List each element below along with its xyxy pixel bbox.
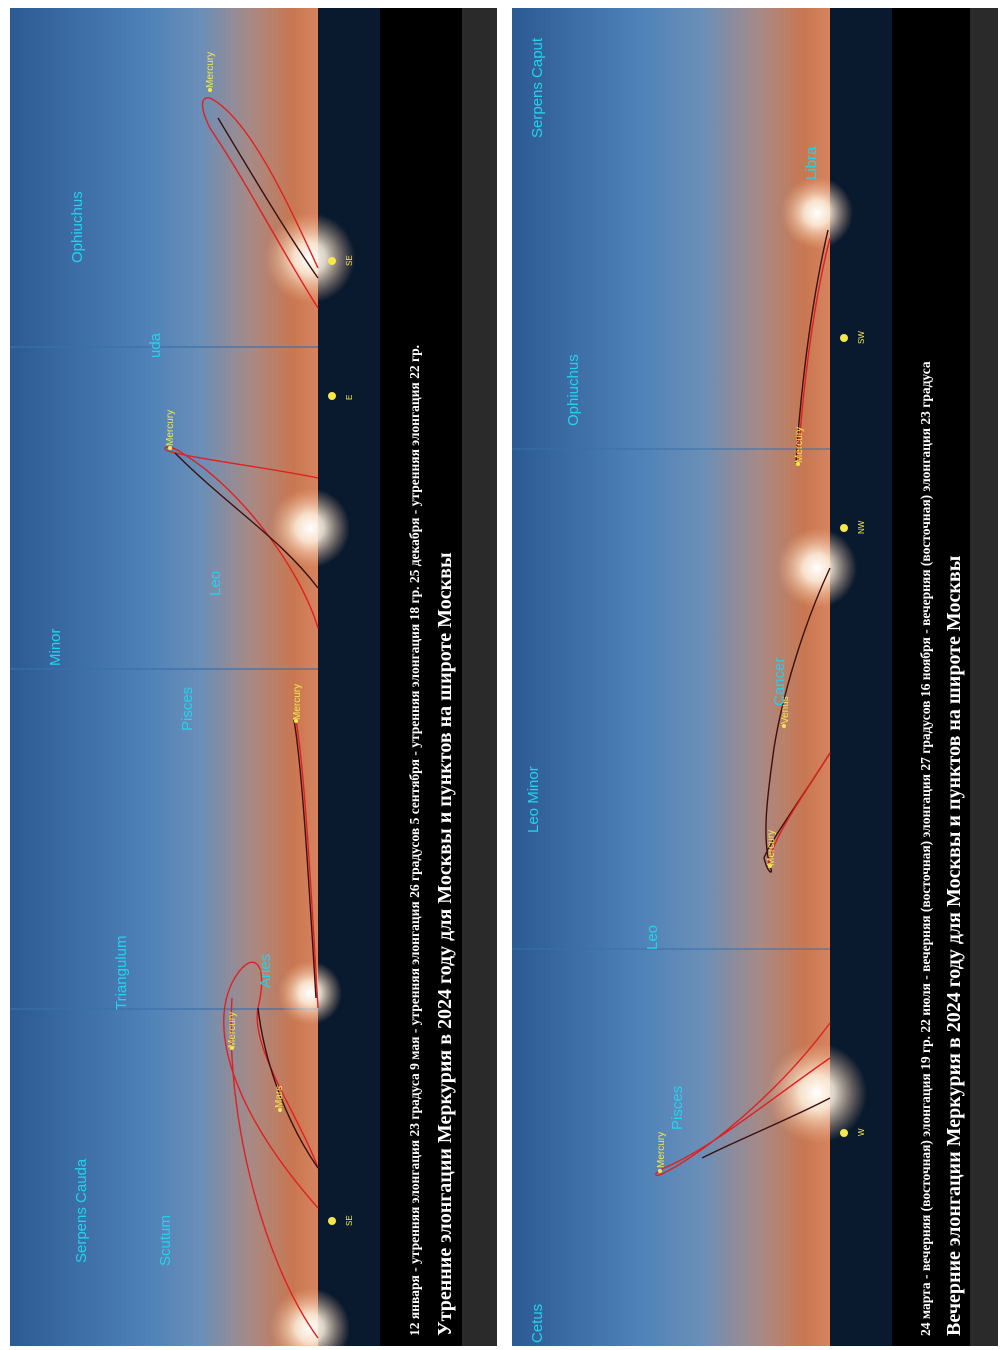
sub-image-separator xyxy=(10,346,318,348)
constellation-label: Cetus xyxy=(529,1304,546,1343)
planet-label: Mercury xyxy=(292,684,303,720)
ground-strip xyxy=(318,8,380,1346)
planet-labels: Mercury Mercury Venus Mercury xyxy=(656,427,805,1168)
mercury-path xyxy=(767,752,831,867)
compass-label: SE xyxy=(345,255,354,266)
constellation-label: Serpens Cauda xyxy=(73,1158,90,1263)
planet-label: Mercury xyxy=(794,427,805,463)
compass-icon xyxy=(328,257,336,265)
constellation-label: Libra xyxy=(803,146,820,180)
compass-icon xyxy=(840,524,848,532)
constellation-labels: Serpens Cauda Scutum Triangulum Aries Pi… xyxy=(47,191,274,1266)
caption-dates: 24 марта - вечерняя (восточная) элонгаци… xyxy=(918,361,933,1336)
compass-label: E xyxy=(345,395,354,400)
planet-dot xyxy=(768,864,772,868)
evening-elongations-image: Mercury Mercury Venus Mercury Cetus Pisc… xyxy=(512,8,998,1346)
caption-title: Утренние элонгации Меркурия в 2024 году … xyxy=(434,552,456,1336)
sub-image-separator xyxy=(512,448,830,450)
constellation-label: Leo Minor xyxy=(525,766,542,833)
planet-dot xyxy=(782,724,786,728)
planet-label: Mercury xyxy=(165,410,176,446)
compass-label: W xyxy=(857,1128,866,1136)
evening-elongations-panel: Mercury Mercury Venus Mercury Cetus Pisc… xyxy=(512,8,998,1346)
mercury-path xyxy=(293,719,317,999)
sun-glow xyxy=(278,961,342,1025)
compass-label: SE xyxy=(345,1215,354,1226)
constellation-label: Aries xyxy=(257,954,274,988)
planet-dot xyxy=(294,719,298,723)
mercury-paths xyxy=(655,229,831,1176)
mercury-path xyxy=(174,452,319,589)
constellation-label: Scutum xyxy=(157,1215,174,1266)
sun-glow xyxy=(777,528,857,608)
compass-label: NW xyxy=(857,520,866,534)
compass-icon xyxy=(840,334,848,342)
planet-label: Mercury xyxy=(656,1132,667,1168)
mercury-path xyxy=(295,719,319,1009)
caption-border xyxy=(462,8,497,1346)
planet-markers xyxy=(658,462,800,1173)
caption-border xyxy=(970,8,998,1346)
planet-dot xyxy=(168,446,172,450)
constellation-label: Leo xyxy=(207,571,224,596)
sub-image-separator xyxy=(10,668,318,670)
compass-markers: SE E SE xyxy=(328,255,354,1226)
compass-icon xyxy=(328,392,336,400)
mercury-path xyxy=(655,1022,831,1176)
mercury-path xyxy=(230,997,319,1339)
compass-icon xyxy=(840,1129,848,1137)
mercury-path xyxy=(257,1007,319,1169)
morning-elongations-panel: Mercury Mars Mercury Mercury Mercury Ser… xyxy=(10,8,497,1346)
compass-markers: W NW SW xyxy=(840,331,866,1137)
constellation-label: Serpens Caput xyxy=(529,37,546,138)
caption-title: Вечерние элонгации Меркурия в 2024 году … xyxy=(943,555,965,1336)
sun-glow xyxy=(270,1288,350,1346)
constellation-label: Ophiuchus xyxy=(69,191,86,263)
planet-label: Mercury xyxy=(766,830,777,866)
planet-dot xyxy=(278,1108,282,1112)
planet-dot xyxy=(230,1046,234,1050)
mercury-path xyxy=(763,567,831,873)
compass-label: SW xyxy=(857,331,866,344)
planet-markers xyxy=(168,88,298,1112)
constellation-label: Cancer xyxy=(771,658,788,706)
constellation-label: Leo xyxy=(644,925,661,950)
constellation-label: Ophiuchus xyxy=(565,354,582,426)
morning-elongations-image: Mercury Mars Mercury Mercury Mercury Ser… xyxy=(10,8,497,1346)
planet-label: Mars xyxy=(274,1086,285,1108)
planet-labels: Mercury Mars Mercury Mercury Mercury xyxy=(165,52,303,1108)
constellation-label: Pisces xyxy=(669,1086,686,1130)
mercury-path xyxy=(223,961,319,1209)
mercury-path xyxy=(795,229,829,464)
mercury-path xyxy=(701,1097,831,1159)
planet-dot xyxy=(658,1169,662,1173)
planet-dot xyxy=(796,462,800,466)
caption-dates: 12 января - утренняя элонгация 23 градус… xyxy=(407,345,422,1336)
constellation-label: Triangulum xyxy=(113,936,130,1010)
constellation-label: Pisces xyxy=(179,687,196,731)
sub-image-separator xyxy=(512,948,830,950)
constellation-label: uda xyxy=(147,332,164,358)
planet-label: Venus xyxy=(780,696,791,724)
planet-label: Mercury xyxy=(205,52,216,88)
mercury-path xyxy=(201,97,319,309)
constellation-labels: Cetus Pisces Leo Leo Minor Cancer Ophiuc… xyxy=(525,37,820,1343)
compass-icon xyxy=(328,1217,336,1225)
sky-background xyxy=(10,8,318,1346)
sub-image-separator xyxy=(10,1008,318,1010)
mercury-path xyxy=(217,117,319,279)
sun-glow xyxy=(270,488,350,568)
planet-dot xyxy=(208,88,212,92)
planet-label: Mercury xyxy=(227,1012,238,1048)
mercury-path xyxy=(797,237,831,464)
sun-glow xyxy=(265,213,355,303)
sun-glow xyxy=(781,177,853,249)
constellation-label: Minor xyxy=(47,628,64,666)
